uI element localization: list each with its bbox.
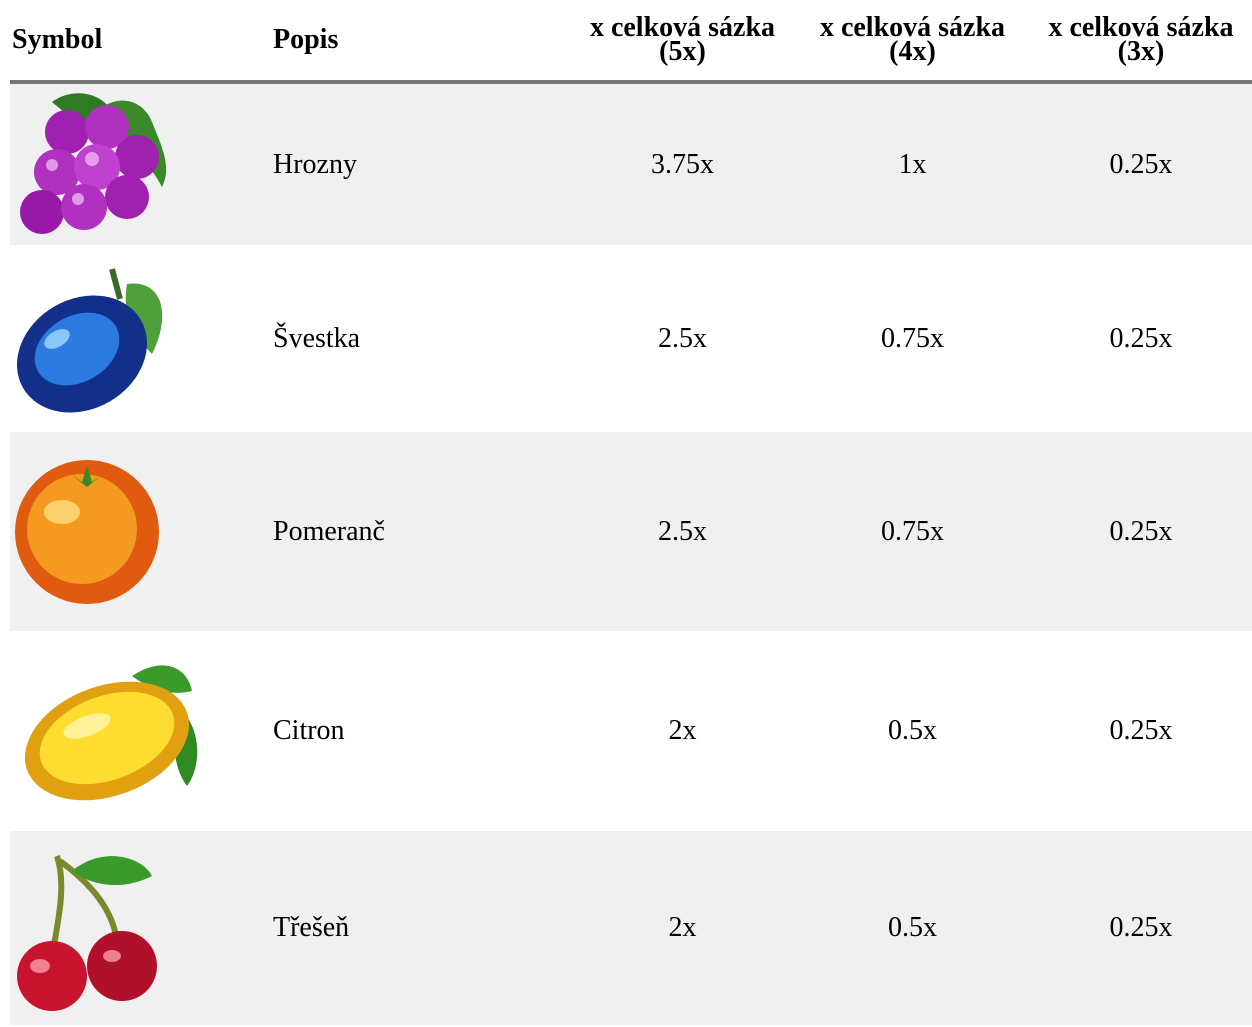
plum-icon (12, 264, 172, 414)
column-header: Popis (265, 0, 570, 82)
row: Citron 2x 0.5x 0.25x (10, 631, 1252, 831)
payout: 0.5x (795, 631, 1030, 831)
payout: 2.5x (570, 432, 795, 631)
column-header: x celková sázka (3x) (1030, 0, 1252, 82)
paytable: Symbol Popis x celková sázka (5x) x celk… (10, 0, 1252, 1025)
description: Pomeranč (265, 432, 570, 631)
header-row: Symbol Popis x celková sázka (5x) x celk… (10, 0, 1252, 82)
description: Citron (265, 631, 570, 831)
payout: 2.5x (570, 245, 795, 432)
payout: 0.25x (1030, 631, 1252, 831)
lemon-icon (12, 656, 202, 806)
symbol-cell (10, 631, 265, 831)
column-header: x celková sázka (4x) (795, 0, 1030, 82)
orange-icon (12, 457, 162, 607)
symbol-cell (10, 432, 265, 631)
description: Hrozny (265, 82, 570, 245)
payout: 2x (570, 831, 795, 1025)
payout: 0.25x (1030, 82, 1252, 245)
row: Hrozny 3.75x 1x 0.25x (10, 82, 1252, 245)
column-header: x celková sázka (5x) (570, 0, 795, 82)
payout: 0.75x (795, 245, 1030, 432)
payout: 0.25x (1030, 432, 1252, 631)
payout: 3.75x (570, 82, 795, 245)
cherry-icon (12, 846, 162, 1011)
payout: 0.5x (795, 831, 1030, 1025)
row: Švestka 2.5x 0.75x 0.25x (10, 245, 1252, 432)
row: Třešeň 2x 0.5x 0.25x (10, 831, 1252, 1025)
page: {"table": { "columns": ["Symbol", "Popis… (0, 0, 1252, 1027)
column-header: Symbol (10, 0, 265, 82)
symbol-cell (10, 245, 265, 432)
description: Švestka (265, 245, 570, 432)
payout: 0.25x (1030, 245, 1252, 432)
row: Pomeranč 2.5x 0.75x 0.25x (10, 432, 1252, 631)
payout: 0.75x (795, 432, 1030, 631)
description: Třešeň (265, 831, 570, 1025)
symbol-cell (10, 831, 265, 1025)
payout: 2x (570, 631, 795, 831)
symbol-cell (10, 82, 265, 245)
grapes-icon (12, 87, 172, 242)
payout: 0.25x (1030, 831, 1252, 1025)
payout: 1x (795, 82, 1030, 245)
